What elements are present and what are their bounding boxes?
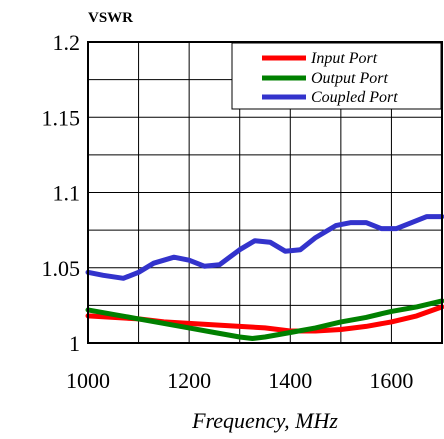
y-tick-label: 1.1 — [53, 181, 81, 206]
y-tick-label: 1.05 — [42, 256, 81, 281]
legend-label-input: Input Port — [310, 50, 378, 67]
series-line-coupled-port — [85, 214, 444, 281]
legend-label-output: Output Port — [311, 70, 388, 87]
legend-label-coupled: Coupled Port — [311, 89, 398, 106]
y-tick-label: 1.2 — [53, 30, 81, 55]
plot-frame — [87, 41, 443, 344]
chart-title: VSWR — [88, 10, 133, 26]
x-tick-label: 1000 — [66, 368, 110, 393]
x-tick-label: 1200 — [167, 368, 211, 393]
legend: Input Port Output Port Coupled Port — [231, 42, 442, 110]
series-group — [85, 214, 444, 341]
series-line-output-port — [85, 298, 444, 341]
x-tick-label: 1600 — [369, 368, 413, 393]
tick-labels: 1000 1200 1400 1600 1 1.05 1.1 1.15 1.2 — [42, 30, 414, 393]
y-tick-label: 1 — [69, 331, 80, 356]
y-tick-label: 1.15 — [42, 105, 81, 130]
x-tick-label: 1400 — [268, 368, 312, 393]
x-axis-label: Frequency, MHz — [191, 408, 338, 433]
